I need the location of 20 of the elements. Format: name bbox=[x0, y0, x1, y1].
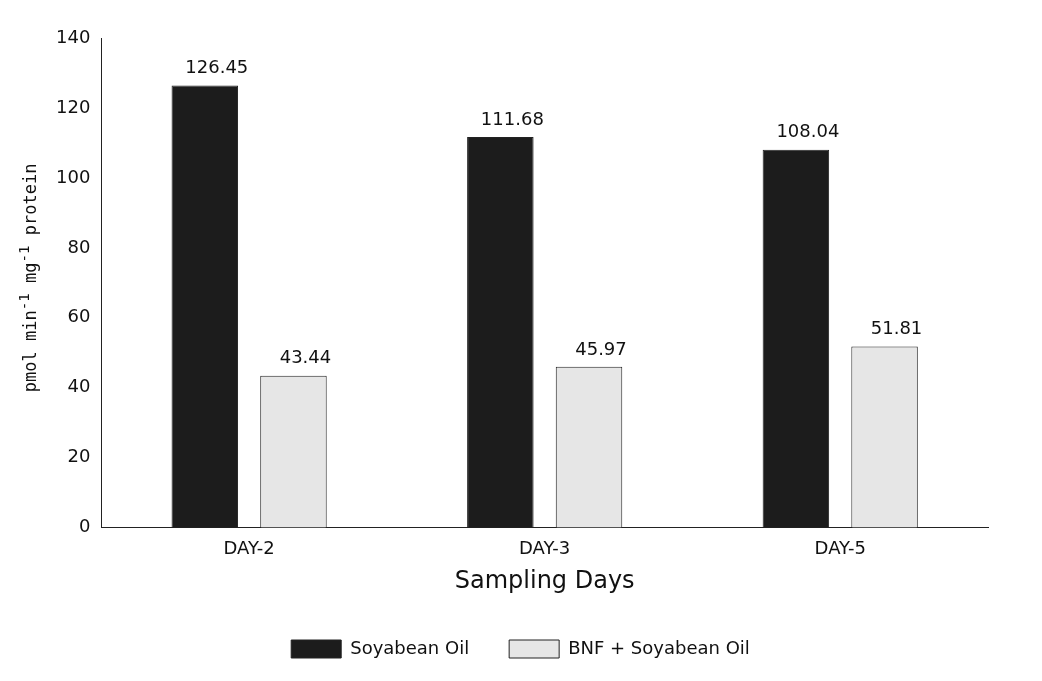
legend-label: BNF + Soyabean Oil bbox=[568, 636, 750, 658]
y-tick-label: 140 bbox=[56, 25, 91, 47]
legend-label: Soyabean Oil bbox=[350, 636, 470, 658]
y-tick-label: 40 bbox=[67, 375, 91, 397]
y-tick-label: 60 bbox=[67, 305, 91, 327]
x-tick-label: DAY-5 bbox=[814, 537, 866, 559]
y-tick-label: 100 bbox=[56, 165, 91, 187]
y-tick-label: 0 bbox=[78, 515, 91, 537]
x-tick-label: DAY-2 bbox=[223, 537, 275, 559]
y-tick-label: 80 bbox=[67, 235, 91, 257]
data-label: 43.44 bbox=[279, 346, 332, 368]
data-label: 45.97 bbox=[575, 337, 627, 359]
x-axis-title: Sampling Days bbox=[454, 565, 635, 594]
data-label: 108.04 bbox=[776, 120, 840, 142]
y-tick-label: 20 bbox=[67, 445, 91, 467]
x-tick-label: DAY-3 bbox=[519, 537, 571, 559]
data-label: 111.68 bbox=[480, 107, 544, 129]
y-tick-label: 120 bbox=[56, 95, 91, 117]
data-label: 126.45 bbox=[185, 56, 249, 78]
data-label: 51.81 bbox=[870, 317, 923, 339]
